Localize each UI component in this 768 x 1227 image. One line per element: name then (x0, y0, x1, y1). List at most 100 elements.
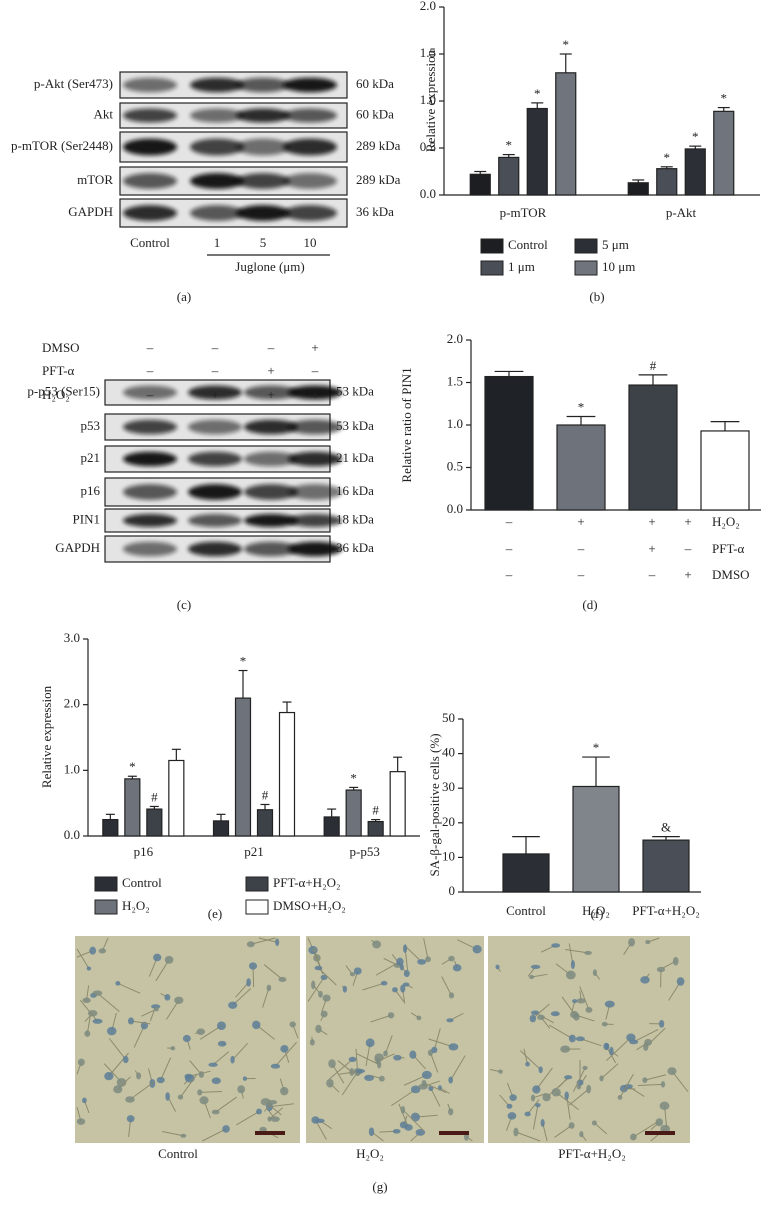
blot-band (288, 385, 342, 400)
y-tick-label: 1.5 (447, 373, 463, 388)
y-tick-label: 50 (442, 710, 455, 725)
blot-band (244, 514, 298, 527)
cell-process (633, 1121, 659, 1138)
blot-band (244, 385, 298, 400)
cell (393, 1054, 402, 1061)
legend-swatch (480, 238, 504, 254)
y-tick-label: 20 (442, 814, 455, 829)
condition-sign: – (146, 387, 154, 402)
significance-marker: # (262, 787, 269, 802)
size-label: 60 kDa (356, 76, 394, 91)
bar (389, 771, 406, 837)
cell (392, 1128, 401, 1134)
cell-process (441, 976, 452, 996)
cell (604, 1000, 615, 1008)
cell (170, 1046, 176, 1051)
cell (252, 1020, 261, 1030)
blot-band (123, 108, 177, 123)
condition-sign: + (648, 514, 655, 529)
cell-process (202, 1128, 227, 1142)
cell (156, 1076, 165, 1084)
cell (248, 962, 258, 970)
blot-band (123, 541, 177, 557)
row-label: mTOR (77, 172, 113, 187)
bar (345, 789, 362, 837)
cell-process (180, 1074, 198, 1098)
bar (212, 820, 230, 837)
cell (400, 1105, 406, 1114)
blot-band (236, 138, 290, 156)
cell-process (430, 1088, 441, 1107)
cell (349, 972, 356, 977)
blot-band (188, 484, 242, 500)
cell-process (328, 1059, 353, 1080)
bar (526, 107, 548, 196)
cell (77, 1058, 85, 1067)
bar (484, 375, 534, 511)
cell (537, 1014, 545, 1021)
blot-band (283, 205, 337, 221)
cell-process (601, 1063, 619, 1079)
cell (446, 1018, 454, 1023)
size-label: 289 kDa (356, 138, 401, 153)
x-tick-label: Control (506, 903, 546, 918)
cell (266, 984, 272, 992)
cell (154, 1007, 159, 1012)
blot-band (283, 173, 337, 189)
cell (113, 1085, 123, 1094)
size-label: 60 kDa (356, 106, 394, 121)
cell (630, 1133, 637, 1141)
cell (314, 965, 323, 971)
y-tick-label: 0.0 (64, 827, 80, 842)
cell (237, 1085, 246, 1094)
cell-process (232, 988, 252, 1006)
cell (560, 1045, 571, 1053)
blot-band (123, 419, 177, 435)
cell (659, 1101, 670, 1110)
cell (530, 1010, 540, 1015)
condition-sign: – (267, 340, 275, 355)
image-label: Control (158, 1146, 198, 1161)
cell (448, 992, 455, 999)
cell-process (398, 1103, 410, 1128)
panel-label: (d) (582, 597, 597, 612)
legend-swatch (574, 260, 598, 276)
cell (564, 1091, 569, 1100)
cell (82, 997, 91, 1004)
cell-process (566, 1095, 571, 1120)
condition-sign: + (311, 340, 318, 355)
blot-band (283, 108, 337, 123)
row-label: GAPDH (68, 204, 113, 219)
cell (644, 1038, 652, 1046)
y-tick-label: 1.5 (420, 45, 436, 60)
legend-swatch (245, 899, 269, 915)
cell (586, 1084, 592, 1094)
cell-process (269, 1107, 283, 1120)
cell (174, 996, 184, 1004)
cell (568, 1034, 576, 1043)
blot-band (288, 484, 342, 500)
cell-process (638, 1083, 664, 1086)
cell (242, 1076, 247, 1081)
condition-sign: + (267, 363, 274, 378)
cell (309, 1039, 315, 1046)
cell-process (162, 1130, 184, 1137)
cell (403, 969, 410, 978)
cell (222, 1125, 230, 1133)
cell-process (644, 1074, 667, 1081)
blot-band (190, 108, 244, 123)
cell (529, 1014, 537, 1023)
cell (342, 985, 348, 993)
legend-swatch (245, 876, 269, 892)
cell (601, 1021, 608, 1027)
micrograph (488, 936, 690, 1143)
cell (125, 1096, 135, 1103)
cell (217, 1021, 226, 1030)
blot-band (123, 514, 177, 527)
cell-process (160, 1057, 172, 1081)
cell-process (565, 948, 589, 954)
cell (529, 974, 535, 980)
cell-process (141, 1008, 157, 1017)
cell (89, 946, 97, 955)
cell (400, 984, 406, 993)
